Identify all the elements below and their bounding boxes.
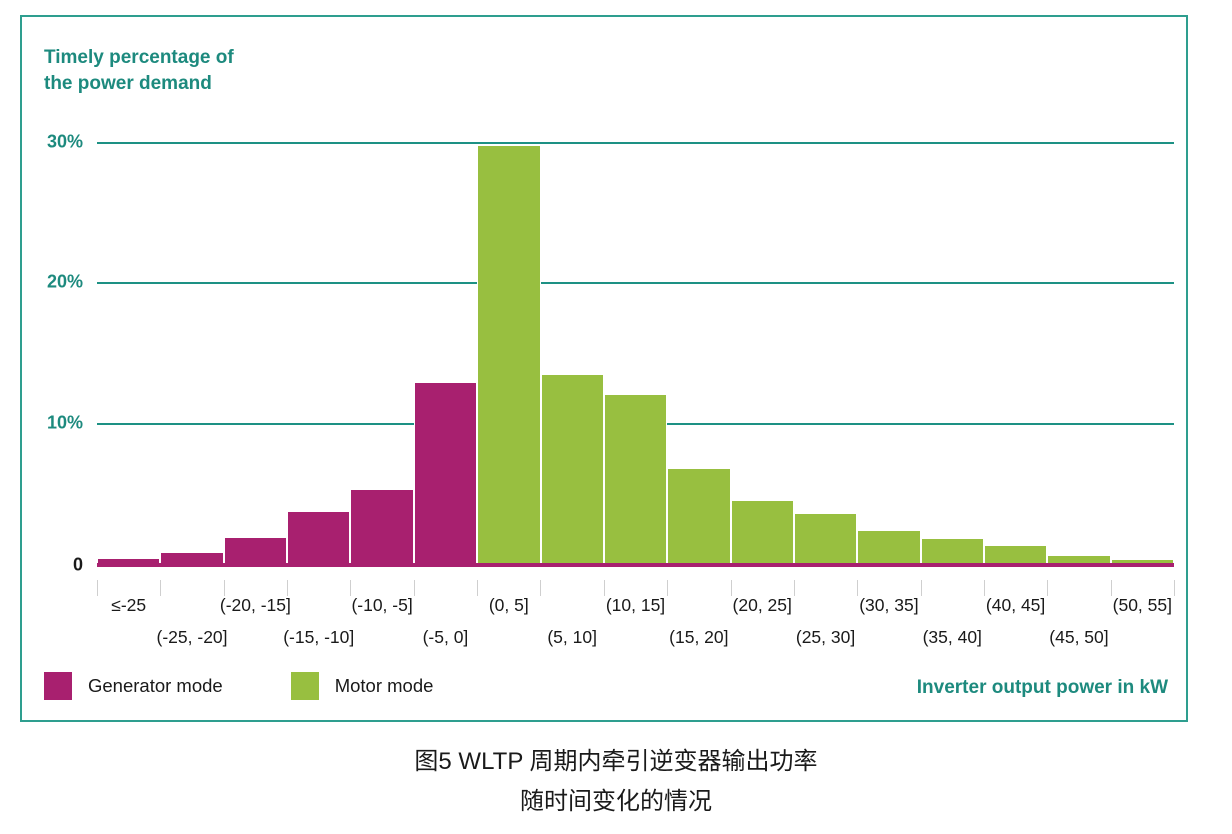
y-tick-label-20: 20%: [46, 271, 83, 292]
x-axis-label: (50, 55]: [1112, 595, 1172, 615]
x-axis-label: (-10, -5]: [351, 595, 413, 615]
bar-slot: [920, 142, 985, 563]
bar: [97, 558, 161, 563]
legend-label: Motor mode: [334, 675, 434, 696]
plot-area: 0 10% 20% 30%: [47, 131, 1175, 574]
x-tick-mark: [413, 580, 415, 596]
bar-slot: [984, 142, 1048, 563]
legend: Generator mode Motor mode: [44, 672, 501, 700]
bar-slot: [540, 142, 604, 563]
x-axis-label: (25, 30]: [795, 627, 856, 647]
x-tick-mark: [350, 580, 352, 596]
x-tick-marks: [97, 580, 1175, 596]
x-axis-label: (-15, -10]: [283, 627, 355, 647]
bar: [1110, 560, 1175, 563]
bar: [984, 546, 1048, 563]
figure-caption: 图5 WLTP 周期内牵引逆变器输出功率 随时间变化的情况: [0, 742, 1232, 822]
bar: [730, 501, 794, 563]
x-tick-mark: [223, 580, 225, 596]
bar-slot: [413, 142, 478, 563]
x-axis-label: (10, 15]: [605, 595, 666, 615]
legend-label: Generator mode: [88, 675, 223, 696]
caption-line-2: 随时间变化的情况: [520, 788, 712, 815]
x-tick-mark: [857, 580, 859, 596]
legend-swatch-icon: [44, 672, 72, 700]
bar-group: [97, 142, 1175, 563]
x-axis-label: (40, 45]: [985, 595, 1046, 615]
bar: [1047, 555, 1111, 563]
x-tick-mark: [730, 580, 732, 596]
bar: [793, 513, 858, 563]
bar-slot: [160, 142, 224, 563]
x-tick-mark: [1047, 580, 1049, 596]
bar-slot: [1047, 142, 1111, 563]
bar-slot: [350, 142, 414, 563]
x-axis-label: ≤-25: [111, 595, 147, 615]
x-tick-mark: [540, 580, 542, 596]
x-axis-label: (45, 50]: [1049, 627, 1109, 647]
bar: [413, 383, 478, 563]
bar: [667, 468, 731, 563]
bar: [477, 146, 541, 563]
bar: [350, 490, 414, 563]
caption-line-1: 图5 WLTP 周期内牵引逆变器输出功率: [414, 748, 818, 775]
x-axis-label: (35, 40]: [922, 627, 982, 647]
legend-swatch-icon: [290, 672, 319, 700]
x-tick-mark: [160, 580, 162, 596]
x-axis-label: (20, 25]: [732, 595, 792, 615]
bar: [223, 537, 288, 563]
x-axis-label: (-25, -20]: [156, 627, 228, 647]
bar-slot: [667, 142, 731, 563]
x-tick-mark: [667, 580, 669, 596]
x-axis-label: (15, 20]: [669, 627, 729, 647]
x-axis-label: (30, 35]: [859, 595, 919, 615]
bar: [857, 530, 921, 563]
y-tick-label-10: 10%: [46, 412, 83, 433]
chart-figure: Timely percentage of the power demand 0 1…: [20, 15, 1188, 722]
x-tick-mark: [1110, 580, 1112, 596]
x-tick-mark: [983, 580, 985, 596]
bar-slot: [793, 142, 858, 563]
bar-slot: [477, 142, 541, 563]
bar-slot: [287, 142, 351, 563]
x-tick-mark: [287, 580, 289, 596]
gridline-20: 20%: [47, 272, 1174, 292]
gridline-30: 30%: [47, 131, 1174, 151]
x-tick-mark: [477, 580, 479, 596]
bar-slot: [97, 142, 161, 563]
bar: [540, 374, 604, 563]
x-axis-title: Inverter output power in kW: [916, 677, 1168, 698]
legend-item-mot[interactable]: Motor mode: [290, 672, 434, 700]
x-axis-label: (5, 10]: [547, 627, 597, 647]
x-tick-mark: [920, 580, 922, 596]
bar-slot: [603, 142, 668, 563]
bar: [920, 539, 985, 563]
bar-slot: [857, 142, 921, 563]
x-axis-labels: ≤-25 (-25, -20] (-20, -15] (-15, -10] (-10, …: [97, 595, 1174, 655]
y-tick-label-30: 30%: [46, 131, 83, 152]
y-axis-title: Timely percentage of the power demand: [44, 47, 234, 94]
bar: [160, 553, 224, 563]
x-tick-mark: [603, 580, 605, 596]
x-axis-label: (-5, 0]: [422, 627, 469, 647]
bar: [287, 512, 351, 563]
x-axis-label: (0, 5]: [488, 595, 529, 615]
x-tick-mark: [793, 580, 795, 596]
x-axis-label: (-20, -15]: [219, 595, 291, 615]
bar: [603, 394, 668, 563]
y-tick-label-0: 0: [72, 554, 83, 575]
axis-line-zero: 0: [73, 554, 1174, 574]
x-tick-mark: [1174, 580, 1175, 596]
bar-slot: [730, 142, 794, 563]
legend-item-gen[interactable]: Generator mode: [44, 672, 223, 700]
bar-slot: [1110, 142, 1175, 563]
bar-slot: [223, 142, 288, 563]
x-tick-mark: [97, 580, 98, 596]
